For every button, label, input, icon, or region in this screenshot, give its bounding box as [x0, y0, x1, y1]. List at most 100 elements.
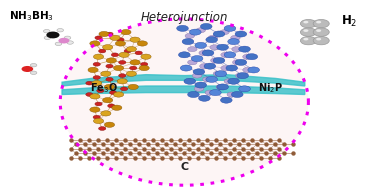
Circle shape — [180, 65, 192, 71]
Circle shape — [178, 52, 190, 58]
Circle shape — [303, 29, 308, 32]
Circle shape — [137, 41, 147, 46]
Circle shape — [199, 95, 210, 101]
Point — [208, 143, 214, 146]
Point — [213, 156, 219, 159]
Point — [195, 138, 201, 141]
Text: H$_2$: H$_2$ — [341, 14, 358, 29]
Circle shape — [246, 54, 258, 60]
Point — [114, 138, 119, 141]
Circle shape — [210, 45, 219, 50]
Point — [267, 138, 273, 141]
Point — [186, 156, 192, 159]
Circle shape — [243, 54, 252, 59]
Point — [258, 138, 264, 141]
Point — [145, 143, 151, 146]
Point — [213, 138, 219, 141]
Circle shape — [193, 69, 205, 75]
Point — [77, 138, 83, 141]
Point — [136, 152, 142, 155]
Circle shape — [188, 47, 197, 52]
Circle shape — [195, 82, 207, 88]
Point — [245, 143, 250, 146]
Circle shape — [90, 94, 100, 99]
Point — [150, 156, 155, 159]
Circle shape — [86, 81, 93, 85]
Circle shape — [104, 84, 115, 90]
Point — [168, 156, 174, 159]
Point — [236, 143, 242, 146]
Circle shape — [95, 36, 102, 40]
Point — [249, 138, 255, 141]
Circle shape — [119, 60, 126, 64]
Circle shape — [55, 42, 62, 46]
Point — [254, 143, 260, 146]
Circle shape — [184, 78, 196, 84]
Circle shape — [121, 29, 131, 35]
Circle shape — [196, 28, 205, 33]
Point — [231, 147, 237, 150]
Point — [222, 156, 228, 159]
Point — [240, 147, 246, 150]
Point — [227, 143, 233, 146]
Circle shape — [204, 63, 216, 69]
Point — [191, 152, 196, 155]
Point — [186, 147, 192, 150]
Point — [263, 152, 269, 155]
Circle shape — [106, 77, 113, 81]
Circle shape — [221, 52, 230, 57]
Point — [236, 152, 242, 155]
Point — [132, 138, 138, 141]
Point — [100, 143, 106, 146]
Circle shape — [126, 71, 137, 76]
Point — [222, 147, 228, 150]
Circle shape — [188, 91, 199, 98]
Circle shape — [192, 73, 202, 78]
Circle shape — [224, 79, 234, 84]
Point — [95, 138, 101, 141]
Point — [168, 138, 174, 141]
Point — [118, 143, 124, 146]
Point — [127, 152, 133, 155]
Circle shape — [114, 65, 124, 71]
Circle shape — [231, 35, 240, 40]
Point — [258, 156, 264, 159]
Point — [73, 152, 78, 155]
Circle shape — [200, 23, 212, 29]
Ellipse shape — [60, 19, 308, 185]
Point — [204, 138, 210, 141]
Point — [118, 152, 124, 155]
Circle shape — [206, 37, 218, 43]
Circle shape — [316, 29, 321, 32]
Circle shape — [139, 65, 149, 71]
Point — [82, 143, 88, 146]
Circle shape — [213, 57, 225, 64]
Circle shape — [205, 90, 215, 95]
Circle shape — [233, 60, 242, 65]
Point — [91, 143, 97, 146]
Circle shape — [300, 28, 316, 36]
Point — [267, 156, 273, 159]
Point — [267, 147, 273, 150]
Circle shape — [303, 21, 308, 23]
Point — [87, 147, 92, 150]
Point — [141, 138, 146, 141]
Circle shape — [111, 53, 119, 57]
Point — [276, 147, 282, 150]
Text: C: C — [180, 162, 188, 172]
Point — [100, 152, 106, 155]
Circle shape — [316, 38, 321, 40]
Circle shape — [57, 29, 64, 32]
Point — [199, 143, 205, 146]
Point — [172, 152, 178, 155]
Circle shape — [217, 84, 228, 90]
Circle shape — [99, 31, 109, 37]
Point — [204, 156, 210, 159]
Circle shape — [30, 64, 37, 67]
Point — [222, 138, 228, 141]
Circle shape — [221, 66, 230, 70]
Circle shape — [235, 73, 245, 78]
Circle shape — [99, 127, 106, 130]
Circle shape — [177, 25, 188, 31]
Point — [132, 147, 138, 150]
